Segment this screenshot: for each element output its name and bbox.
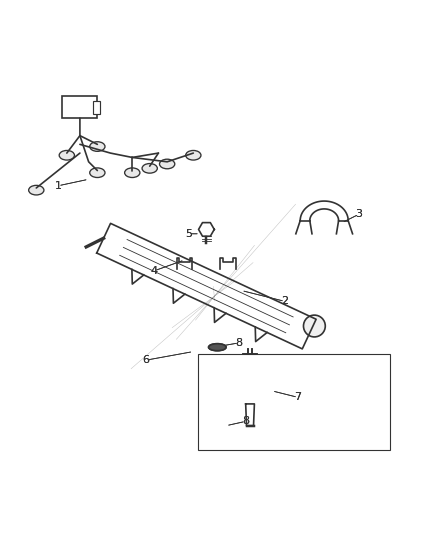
Ellipse shape — [59, 150, 74, 160]
Bar — [239, 367, 260, 391]
Circle shape — [303, 315, 325, 337]
Text: 7: 7 — [294, 392, 301, 402]
Text: 2: 2 — [281, 296, 288, 306]
Bar — [239, 367, 260, 391]
Text: 8: 8 — [242, 416, 249, 426]
Bar — [243, 354, 256, 367]
Text: 3: 3 — [355, 209, 362, 219]
Text: 8: 8 — [242, 416, 249, 426]
Text: 1: 1 — [54, 181, 61, 191]
Bar — [243, 354, 256, 367]
Text: 2: 2 — [281, 296, 288, 306]
Ellipse shape — [208, 425, 226, 432]
Text: 4: 4 — [150, 266, 157, 276]
Ellipse shape — [208, 344, 226, 351]
Bar — [244, 391, 254, 404]
Ellipse shape — [185, 150, 201, 160]
Text: 5: 5 — [185, 229, 192, 239]
Text: 7: 7 — [294, 392, 301, 402]
Bar — [62, 96, 97, 118]
Ellipse shape — [159, 159, 174, 169]
Text: 4: 4 — [150, 266, 157, 276]
Text: 1: 1 — [54, 181, 61, 191]
Text: 8: 8 — [235, 338, 242, 348]
Ellipse shape — [89, 142, 105, 151]
Ellipse shape — [142, 164, 157, 173]
Bar — [244, 391, 254, 404]
Text: 5: 5 — [185, 229, 192, 239]
Ellipse shape — [89, 168, 105, 177]
Text: 3: 3 — [355, 209, 362, 219]
Bar — [93, 101, 99, 114]
Ellipse shape — [28, 185, 44, 195]
Bar — [197, 354, 389, 450]
Ellipse shape — [208, 425, 226, 432]
Ellipse shape — [124, 168, 140, 177]
Text: 8: 8 — [235, 338, 242, 348]
Text: 6: 6 — [141, 356, 148, 365]
Text: 6: 6 — [141, 356, 148, 365]
Ellipse shape — [208, 344, 226, 351]
